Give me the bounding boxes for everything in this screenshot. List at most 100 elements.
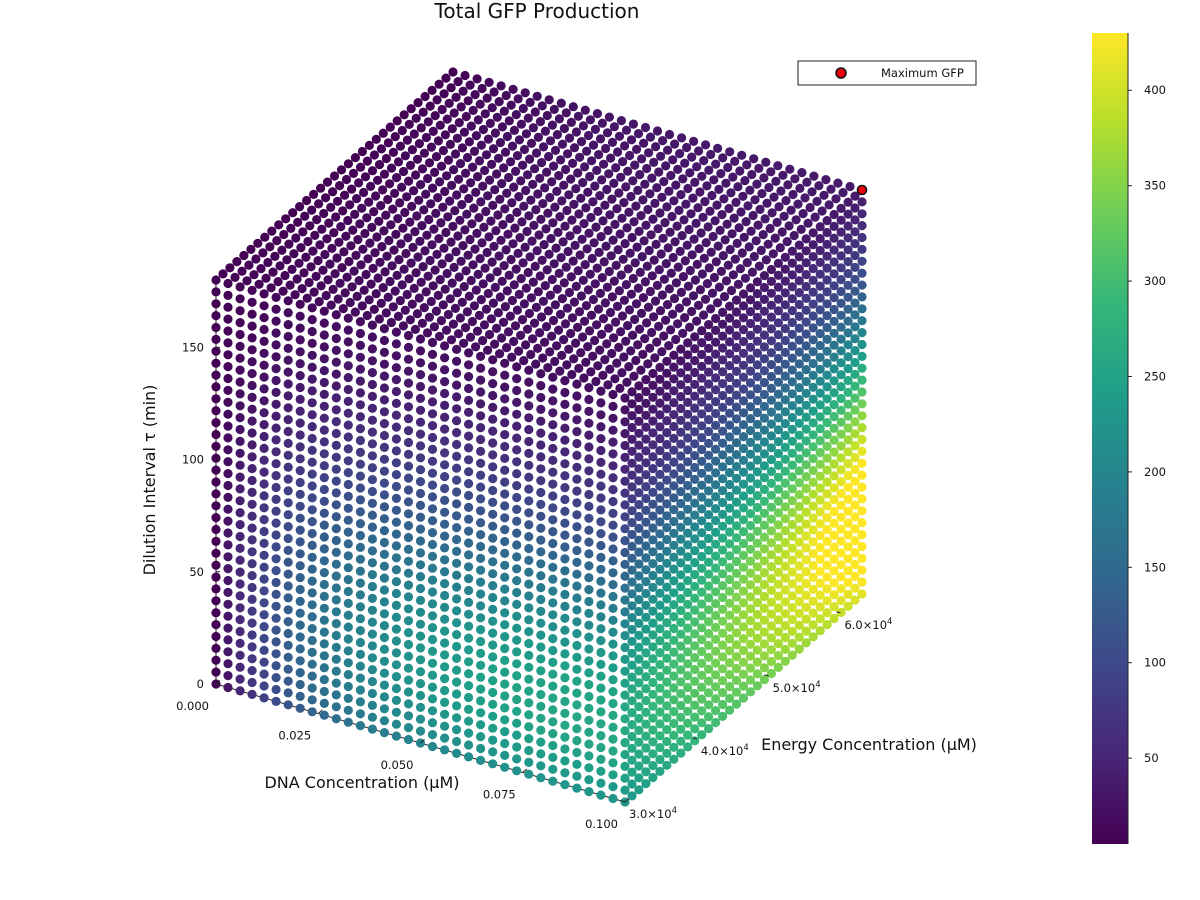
scatter-point xyxy=(211,441,221,451)
scatter-point xyxy=(452,133,462,143)
scatter-point xyxy=(488,759,498,769)
scatter-point xyxy=(452,558,462,568)
scatter-point xyxy=(548,657,558,668)
scatter-point xyxy=(669,623,679,634)
scatter-point xyxy=(745,604,756,614)
scatter-point xyxy=(752,455,763,465)
scatter-point xyxy=(662,487,672,497)
scatter-point xyxy=(564,190,574,200)
scatter-point xyxy=(572,545,582,556)
scatter-point xyxy=(598,370,608,380)
scatter-point xyxy=(283,581,293,591)
scatter-point xyxy=(697,528,707,538)
scatter-point xyxy=(608,532,618,542)
scatter-point xyxy=(211,287,221,297)
scatter-point xyxy=(627,684,637,694)
scatter-point xyxy=(584,656,594,666)
scatter-point xyxy=(476,684,486,694)
scatter-point xyxy=(259,645,269,656)
scatter-point xyxy=(584,680,594,690)
scatter-point xyxy=(223,457,233,467)
scatter-point xyxy=(571,127,582,137)
scatter-point xyxy=(464,193,474,204)
legend: Maximum GFP xyxy=(797,60,977,86)
scatter-point xyxy=(822,251,832,261)
scatter-point xyxy=(576,137,587,147)
scatter-point xyxy=(648,772,658,783)
scatter-point xyxy=(511,264,521,274)
scatter-point xyxy=(362,156,372,166)
scatter-point xyxy=(528,179,538,189)
scatter-point xyxy=(355,578,365,588)
scatter-point xyxy=(360,228,370,239)
scatter-point xyxy=(516,176,526,186)
scatter-point xyxy=(235,686,245,696)
scatter-point xyxy=(476,743,486,754)
scatter-point xyxy=(476,482,486,492)
scatter-point xyxy=(283,640,293,651)
scatter-point xyxy=(343,396,353,406)
scatter-point xyxy=(815,352,825,362)
scatter-point xyxy=(392,116,402,126)
scatter-point xyxy=(464,137,474,147)
scatter-point xyxy=(644,245,654,256)
scatter-point xyxy=(759,556,770,566)
scatter-point xyxy=(676,392,686,402)
scatter-point xyxy=(692,259,702,269)
scatter-point xyxy=(648,535,658,545)
scatter-point xyxy=(512,374,522,384)
scatter-point xyxy=(669,386,679,396)
scatter-point xyxy=(522,226,532,237)
scatter-point xyxy=(738,538,749,549)
scatter-point xyxy=(307,315,317,325)
scatter-point xyxy=(605,210,615,220)
scatter-point xyxy=(773,484,784,494)
scatter-point xyxy=(738,372,749,382)
scatter-point xyxy=(702,279,713,289)
scatter-point xyxy=(483,134,493,144)
scatter-point xyxy=(662,475,672,485)
scatter-point xyxy=(616,270,626,280)
scatter-point xyxy=(683,611,693,621)
scatter-point xyxy=(524,365,534,375)
scatter-point xyxy=(211,655,221,665)
colorbar-tick-label: 50 xyxy=(1144,751,1159,765)
scatter-point xyxy=(711,634,721,644)
scatter-point xyxy=(528,334,538,344)
scatter-point xyxy=(548,491,558,501)
scatter-point xyxy=(464,633,474,643)
scatter-point xyxy=(634,523,644,534)
scatter-point xyxy=(634,642,644,652)
scatter-point xyxy=(655,552,665,563)
scatter-point xyxy=(725,574,735,585)
scatter-point xyxy=(850,393,860,403)
scatter-point xyxy=(536,725,546,735)
scatter-point xyxy=(452,368,462,378)
scatter-point xyxy=(731,197,741,207)
scatter-point xyxy=(247,357,257,367)
scatter-point xyxy=(235,389,245,399)
scatter-point xyxy=(443,212,453,222)
scatter-point xyxy=(725,670,735,680)
scatter-point xyxy=(738,669,749,679)
scatter-point xyxy=(808,477,818,487)
scatter-point xyxy=(350,307,360,317)
scatter-point xyxy=(671,278,682,288)
scatter-point xyxy=(836,393,846,404)
scatter-point xyxy=(266,283,276,293)
scatter-point xyxy=(711,313,721,324)
scatter-point xyxy=(506,100,516,110)
scatter-point xyxy=(704,617,714,627)
scatter-point xyxy=(345,297,355,308)
scatter-point xyxy=(454,272,464,282)
scatter-point xyxy=(523,170,533,180)
scatter-point xyxy=(434,234,444,244)
scatter-point xyxy=(391,434,401,444)
scatter-point xyxy=(669,707,679,717)
scatter-point xyxy=(725,420,735,430)
scatter-point xyxy=(502,343,512,353)
scatter-point xyxy=(639,138,649,148)
scatter-point xyxy=(766,455,777,465)
scatter-point xyxy=(542,110,552,121)
scatter-point xyxy=(608,235,618,245)
